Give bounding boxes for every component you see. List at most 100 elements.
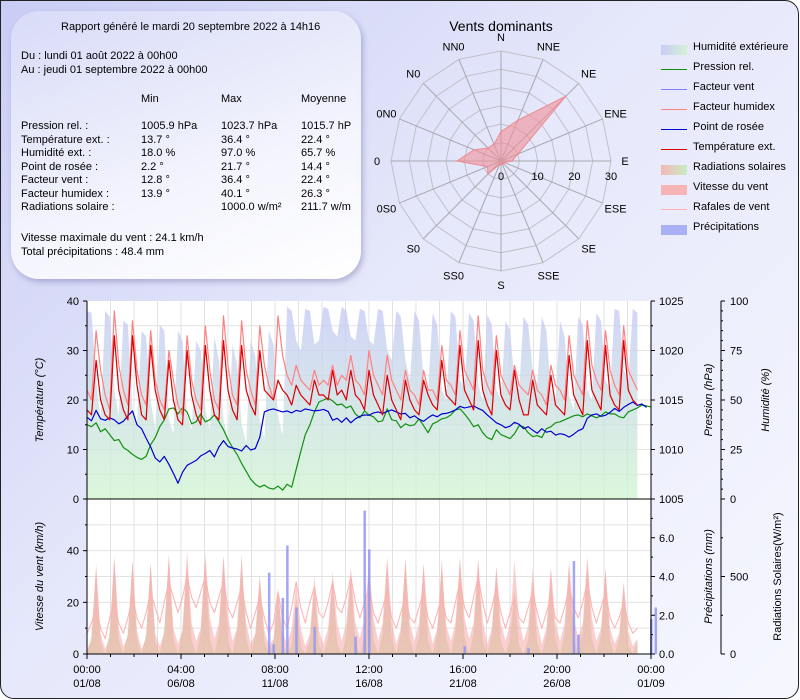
x-tick-time: 08:00 [261, 664, 289, 676]
radar-direction-label: SE [581, 244, 596, 256]
wind-gust-line [86, 576, 638, 639]
legend-line-swatch [661, 69, 687, 70]
stat-max: 36.4 ° [221, 133, 250, 146]
x-tick-time: 20:00 [543, 664, 571, 676]
radar-tick-label: 0 [498, 171, 504, 183]
legend-line-swatch [661, 149, 687, 150]
y-tick-label: 0 [73, 494, 79, 506]
radar-point [565, 95, 567, 97]
radar-point [487, 147, 489, 149]
radar-direction-label: S [497, 280, 504, 292]
radar-direction-label: ENE [604, 109, 627, 121]
humidex-line [86, 310, 638, 416]
radar-tick-label: 30 [605, 171, 617, 183]
stat-avg: 22.4 ° [301, 174, 330, 186]
stat-max: 36.4 ° [221, 174, 250, 186]
stat-min: 1005.9 hPa [141, 120, 198, 132]
precipitation-bar [577, 634, 580, 654]
radar-point [511, 160, 513, 162]
radar-point [503, 161, 506, 164]
y-tick-label: 1020 [659, 346, 683, 358]
y-tick-label: 40 [67, 296, 79, 308]
x-tick-time: 04:00 [167, 664, 195, 676]
y-axis-title-rain: Précipitations (mm) [703, 529, 715, 624]
stat-min: 18.0 % [141, 147, 176, 159]
radar-direction-label: S0 [407, 244, 420, 256]
radar-direction-label: 0S0 [377, 203, 397, 215]
y-tick-label: 25 [730, 445, 742, 457]
legend-label: Radiations solaires [693, 161, 786, 173]
y-tick-label: 50 [730, 395, 742, 407]
radar-direction-label: ESE [605, 203, 627, 215]
x-tick-date: 01/08 [73, 678, 101, 690]
y-tick-label: 75 [730, 346, 742, 358]
radar-point [486, 165, 489, 168]
x-tick-time: 12:00 [355, 664, 383, 676]
precipitation-bar [295, 607, 298, 654]
radar-direction-label: 0N0 [376, 109, 396, 121]
stat-label: Température ext. : [21, 133, 110, 146]
x-tick-date: 06/08 [167, 678, 195, 690]
radar-point [456, 160, 458, 162]
dewpoint-line [86, 401, 647, 484]
radar-direction-label: 0 [374, 156, 380, 168]
radar-direction-label: E [621, 156, 628, 168]
precipitation-bar [286, 545, 289, 654]
stat-min: 12.8 ° [141, 174, 170, 186]
y-tick-label: 100 [730, 296, 748, 308]
radar-spoke [458, 160, 502, 263]
y-axis-title-temperature: Température (°C) [34, 357, 46, 442]
legend-area-swatch [661, 225, 687, 235]
y-tick-label: 10 [67, 445, 79, 457]
precipitation-bar [267, 572, 271, 654]
y-tick-label: 30 [67, 346, 79, 358]
stat-max: 21.7 ° [221, 160, 250, 173]
temperature-line [86, 335, 638, 426]
radar-direction-label: NE [581, 68, 596, 80]
legend-line-swatch [661, 109, 687, 110]
radar-direction-label: SS0 [443, 271, 464, 283]
radar-point [493, 143, 495, 145]
stat-label: Humidité ext. : [21, 147, 92, 159]
stat-max: 97.0 % [221, 147, 256, 159]
radar-point [498, 163, 501, 166]
radar-spoke [500, 160, 603, 204]
stat-avg: 65.7 % [301, 147, 336, 159]
radar-point [501, 163, 504, 166]
wind-speed-area [87, 550, 638, 654]
legend-label: Facteur humidex [693, 101, 775, 113]
period-from: Du : lundi 01 août 2022 à 00h00 [21, 50, 178, 62]
x-tick-date: 16/08 [355, 678, 383, 690]
legend-label: Pression rel. [693, 61, 755, 73]
total-rain: Total précipitations : 48.4 mm [21, 246, 165, 258]
legend-label: Point de rosée [693, 121, 764, 133]
legend-line-swatch [661, 89, 687, 90]
radar-direction-label: N [497, 32, 505, 44]
y-axis-title-solar: Radiations Solaires(W/m²) [772, 512, 784, 640]
humidity-area [87, 306, 638, 499]
stat-avg: 14.4 ° [301, 160, 330, 173]
precipitation-bar [313, 626, 316, 654]
stat-label: Point de rosée : [21, 160, 99, 173]
radar-point [487, 173, 489, 175]
legend-area-swatch [661, 45, 687, 55]
stat-label: Facteur humidex : [21, 187, 110, 200]
radar-title: Vents dominants [449, 18, 553, 34]
y-tick-label: 6.0 [659, 533, 674, 545]
x-tick-date: 26/08 [543, 678, 571, 690]
x-tick-date: 11/08 [262, 678, 289, 690]
y-tick-label: 2.0 [659, 610, 674, 622]
radar-point [500, 130, 502, 133]
stat-max: 1000.0 w/m² [221, 201, 282, 213]
summary-panel: Rapport généré le mardi 20 septembre 202… [11, 11, 361, 279]
precipitation-bar [572, 561, 576, 654]
y-tick-label: 1005 [659, 494, 683, 506]
legend-area-swatch [661, 165, 687, 175]
legend-label: Vitesse du vent [693, 181, 769, 193]
radar-point [473, 148, 475, 151]
precipitation-bar [281, 597, 285, 654]
radar-spoke [399, 160, 502, 204]
radar-point [500, 163, 502, 166]
